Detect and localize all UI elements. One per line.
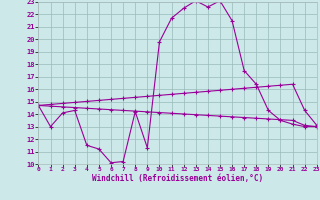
X-axis label: Windchill (Refroidissement éolien,°C): Windchill (Refroidissement éolien,°C) [92, 174, 263, 183]
